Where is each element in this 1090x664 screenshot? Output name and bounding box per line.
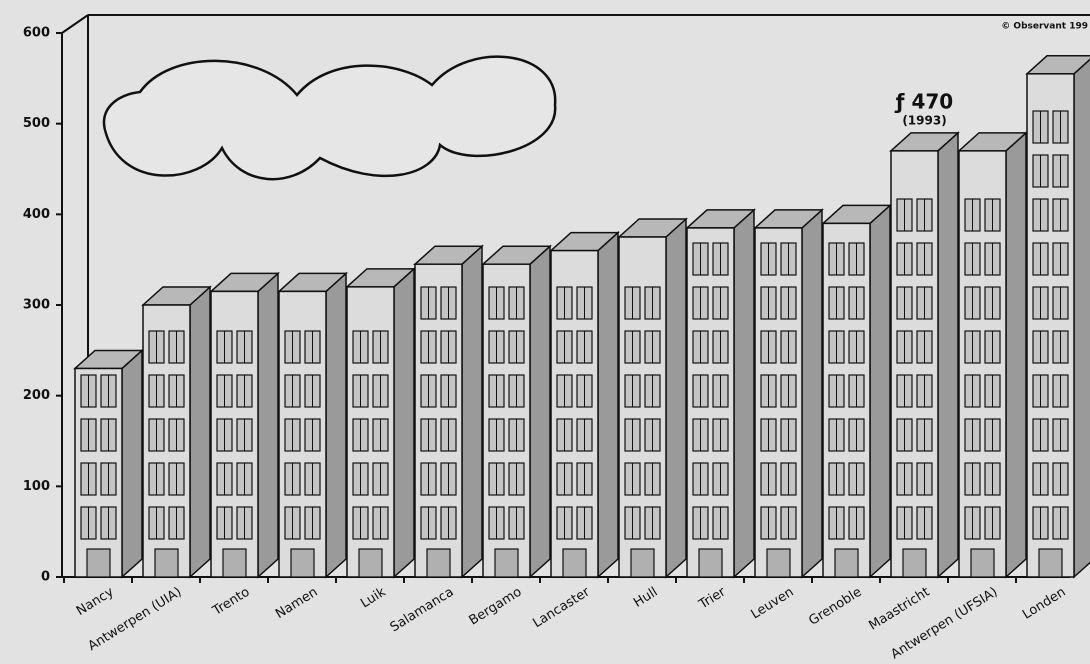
- door: [699, 549, 722, 577]
- building-side: [258, 273, 278, 577]
- building-side: [802, 210, 822, 577]
- door: [87, 549, 110, 577]
- y-tick-label: 400: [23, 207, 50, 222]
- annotation-sub: (1993): [902, 114, 946, 128]
- door: [631, 549, 654, 577]
- building: [143, 287, 210, 577]
- door: [903, 549, 926, 577]
- y-tick-label: 100: [23, 479, 50, 494]
- building: [755, 210, 822, 577]
- door: [835, 549, 858, 577]
- building-side: [734, 210, 754, 577]
- door: [291, 549, 314, 577]
- building: [347, 269, 414, 577]
- y-tick-label: 300: [23, 298, 50, 313]
- door: [971, 549, 994, 577]
- building-side: [870, 205, 890, 577]
- building-side: [938, 133, 958, 577]
- building-side: [1074, 56, 1090, 577]
- annotation: ƒ 470: [894, 90, 953, 114]
- building: [551, 233, 618, 577]
- door: [767, 549, 790, 577]
- door: [495, 549, 518, 577]
- building: [959, 133, 1026, 577]
- building-side: [666, 219, 686, 577]
- building: [1027, 56, 1090, 577]
- door: [223, 549, 246, 577]
- building: [891, 133, 958, 577]
- door: [563, 549, 586, 577]
- building: [415, 246, 482, 577]
- y-tick-label: 200: [23, 388, 50, 403]
- chart: © Observant 199 0100200300400500600Nancy…: [0, 0, 1090, 664]
- y-tick-label: 500: [23, 116, 50, 131]
- credit: © Observant 199: [1001, 22, 1088, 32]
- building-side: [530, 246, 550, 577]
- building: [211, 273, 278, 577]
- door: [427, 549, 450, 577]
- building: [483, 246, 550, 577]
- building-side: [598, 233, 618, 577]
- bar: [1027, 74, 1074, 577]
- building-side: [122, 350, 142, 577]
- building-side: [394, 269, 414, 577]
- building-side: [1006, 133, 1026, 577]
- building-side: [190, 287, 210, 577]
- building: [687, 210, 754, 577]
- building-side: [462, 246, 482, 577]
- building: [823, 205, 890, 577]
- building: [619, 219, 686, 577]
- door: [155, 549, 178, 577]
- building-side: [326, 273, 346, 577]
- door: [359, 549, 382, 577]
- y-tick-label: 0: [41, 570, 50, 585]
- building: [75, 350, 142, 577]
- building: [279, 273, 346, 577]
- y-tick-label: 600: [23, 26, 50, 41]
- door: [1039, 549, 1062, 577]
